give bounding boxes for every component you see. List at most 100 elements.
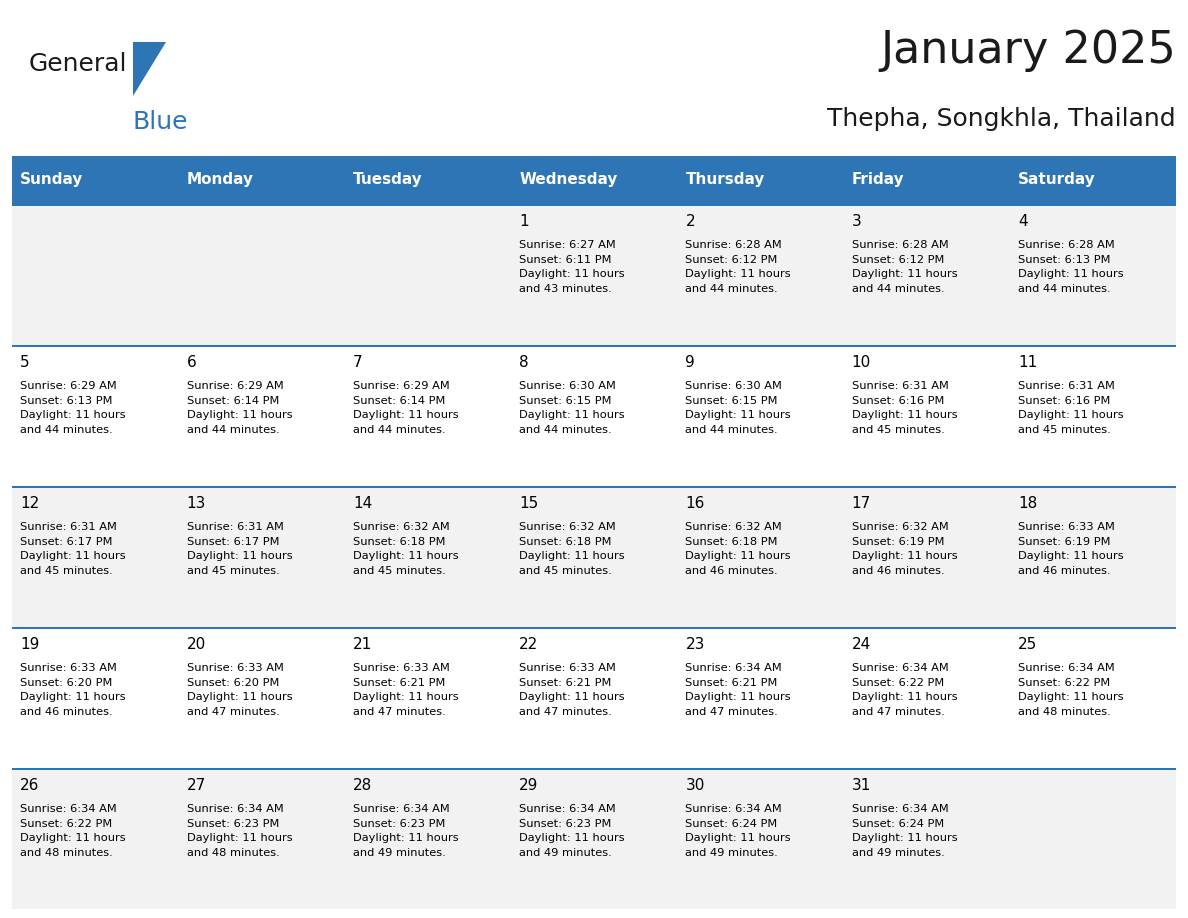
- FancyBboxPatch shape: [345, 767, 511, 770]
- FancyBboxPatch shape: [1010, 204, 1176, 206]
- FancyBboxPatch shape: [178, 486, 345, 627]
- Text: Sunrise: 6:34 AM
Sunset: 6:22 PM
Daylight: 11 hours
and 47 minutes.: Sunrise: 6:34 AM Sunset: 6:22 PM Dayligh…: [852, 664, 958, 717]
- Text: Saturday: Saturday: [1018, 173, 1095, 187]
- FancyBboxPatch shape: [1010, 486, 1176, 627]
- Text: Sunrise: 6:34 AM
Sunset: 6:24 PM
Daylight: 11 hours
and 49 minutes.: Sunrise: 6:34 AM Sunset: 6:24 PM Dayligh…: [852, 804, 958, 857]
- Text: Sunrise: 6:33 AM
Sunset: 6:21 PM
Daylight: 11 hours
and 47 minutes.: Sunrise: 6:33 AM Sunset: 6:21 PM Dayligh…: [353, 664, 459, 717]
- Text: 21: 21: [353, 637, 372, 652]
- Text: Sunrise: 6:32 AM
Sunset: 6:18 PM
Daylight: 11 hours
and 45 minutes.: Sunrise: 6:32 AM Sunset: 6:18 PM Dayligh…: [519, 522, 625, 576]
- FancyBboxPatch shape: [345, 767, 511, 909]
- Text: 16: 16: [685, 496, 704, 510]
- FancyBboxPatch shape: [511, 486, 677, 488]
- Text: 23: 23: [685, 637, 704, 652]
- FancyBboxPatch shape: [345, 345, 511, 347]
- FancyBboxPatch shape: [511, 204, 677, 206]
- FancyBboxPatch shape: [12, 345, 178, 486]
- Text: Sunrise: 6:33 AM
Sunset: 6:21 PM
Daylight: 11 hours
and 47 minutes.: Sunrise: 6:33 AM Sunset: 6:21 PM Dayligh…: [519, 664, 625, 717]
- Text: 13: 13: [187, 496, 206, 510]
- FancyBboxPatch shape: [1010, 345, 1176, 486]
- FancyBboxPatch shape: [345, 204, 511, 206]
- Text: Sunrise: 6:34 AM
Sunset: 6:24 PM
Daylight: 11 hours
and 49 minutes.: Sunrise: 6:34 AM Sunset: 6:24 PM Dayligh…: [685, 804, 791, 857]
- Text: Sunrise: 6:34 AM
Sunset: 6:23 PM
Daylight: 11 hours
and 48 minutes.: Sunrise: 6:34 AM Sunset: 6:23 PM Dayligh…: [187, 804, 292, 857]
- Text: Sunrise: 6:33 AM
Sunset: 6:20 PM
Daylight: 11 hours
and 46 minutes.: Sunrise: 6:33 AM Sunset: 6:20 PM Dayligh…: [20, 664, 126, 717]
- FancyBboxPatch shape: [677, 767, 843, 909]
- Text: Sunrise: 6:30 AM
Sunset: 6:15 PM
Daylight: 11 hours
and 44 minutes.: Sunrise: 6:30 AM Sunset: 6:15 PM Dayligh…: [519, 382, 625, 434]
- Text: Thursday: Thursday: [685, 173, 765, 187]
- Text: 24: 24: [852, 637, 871, 652]
- FancyBboxPatch shape: [345, 345, 511, 486]
- FancyBboxPatch shape: [178, 486, 345, 488]
- Text: Sunrise: 6:29 AM
Sunset: 6:14 PM
Daylight: 11 hours
and 44 minutes.: Sunrise: 6:29 AM Sunset: 6:14 PM Dayligh…: [353, 382, 459, 434]
- Text: 8: 8: [519, 354, 529, 370]
- FancyBboxPatch shape: [677, 627, 843, 767]
- Text: 25: 25: [1018, 637, 1037, 652]
- FancyBboxPatch shape: [12, 345, 178, 347]
- Text: January 2025: January 2025: [880, 29, 1176, 73]
- FancyBboxPatch shape: [12, 156, 178, 204]
- FancyBboxPatch shape: [843, 204, 1010, 206]
- FancyBboxPatch shape: [843, 627, 1010, 629]
- Text: Sunrise: 6:32 AM
Sunset: 6:18 PM
Daylight: 11 hours
and 45 minutes.: Sunrise: 6:32 AM Sunset: 6:18 PM Dayligh…: [353, 522, 459, 576]
- Text: Sunrise: 6:33 AM
Sunset: 6:19 PM
Daylight: 11 hours
and 46 minutes.: Sunrise: 6:33 AM Sunset: 6:19 PM Dayligh…: [1018, 522, 1124, 576]
- FancyBboxPatch shape: [511, 486, 677, 627]
- Text: 7: 7: [353, 354, 362, 370]
- FancyBboxPatch shape: [12, 627, 178, 767]
- Text: Sunrise: 6:29 AM
Sunset: 6:14 PM
Daylight: 11 hours
and 44 minutes.: Sunrise: 6:29 AM Sunset: 6:14 PM Dayligh…: [187, 382, 292, 434]
- FancyBboxPatch shape: [843, 767, 1010, 909]
- FancyBboxPatch shape: [677, 627, 843, 629]
- FancyBboxPatch shape: [1010, 204, 1176, 345]
- FancyBboxPatch shape: [345, 486, 511, 488]
- FancyBboxPatch shape: [178, 767, 345, 770]
- Text: 3: 3: [852, 214, 861, 229]
- FancyBboxPatch shape: [843, 204, 1010, 345]
- Text: 10: 10: [852, 354, 871, 370]
- Text: Sunrise: 6:34 AM
Sunset: 6:23 PM
Daylight: 11 hours
and 49 minutes.: Sunrise: 6:34 AM Sunset: 6:23 PM Dayligh…: [519, 804, 625, 857]
- Text: 26: 26: [20, 778, 39, 792]
- FancyBboxPatch shape: [677, 345, 843, 486]
- Text: Sunrise: 6:31 AM
Sunset: 6:17 PM
Daylight: 11 hours
and 45 minutes.: Sunrise: 6:31 AM Sunset: 6:17 PM Dayligh…: [187, 522, 292, 576]
- FancyBboxPatch shape: [511, 345, 677, 486]
- Text: Sunrise: 6:32 AM
Sunset: 6:19 PM
Daylight: 11 hours
and 46 minutes.: Sunrise: 6:32 AM Sunset: 6:19 PM Dayligh…: [852, 522, 958, 576]
- Text: 29: 29: [519, 778, 538, 792]
- FancyBboxPatch shape: [1010, 767, 1176, 909]
- FancyBboxPatch shape: [345, 156, 511, 204]
- FancyBboxPatch shape: [178, 345, 345, 347]
- FancyBboxPatch shape: [677, 486, 843, 627]
- FancyBboxPatch shape: [1010, 627, 1176, 767]
- Text: 14: 14: [353, 496, 372, 510]
- Text: Monday: Monday: [187, 173, 253, 187]
- Text: 27: 27: [187, 778, 206, 792]
- Text: 2: 2: [685, 214, 695, 229]
- Text: 18: 18: [1018, 496, 1037, 510]
- FancyBboxPatch shape: [1010, 345, 1176, 347]
- FancyBboxPatch shape: [511, 156, 677, 204]
- FancyBboxPatch shape: [12, 767, 178, 909]
- Text: 15: 15: [519, 496, 538, 510]
- Text: 9: 9: [685, 354, 695, 370]
- Text: 17: 17: [852, 496, 871, 510]
- FancyBboxPatch shape: [1010, 627, 1176, 629]
- FancyBboxPatch shape: [843, 767, 1010, 770]
- FancyBboxPatch shape: [178, 345, 345, 486]
- Text: Sunrise: 6:31 AM
Sunset: 6:16 PM
Daylight: 11 hours
and 45 minutes.: Sunrise: 6:31 AM Sunset: 6:16 PM Dayligh…: [852, 382, 958, 434]
- FancyBboxPatch shape: [511, 767, 677, 909]
- FancyBboxPatch shape: [677, 204, 843, 206]
- FancyBboxPatch shape: [511, 627, 677, 629]
- Text: Sunrise: 6:33 AM
Sunset: 6:20 PM
Daylight: 11 hours
and 47 minutes.: Sunrise: 6:33 AM Sunset: 6:20 PM Dayligh…: [187, 664, 292, 717]
- FancyBboxPatch shape: [677, 204, 843, 345]
- Text: 1: 1: [519, 214, 529, 229]
- Text: Sunrise: 6:32 AM
Sunset: 6:18 PM
Daylight: 11 hours
and 46 minutes.: Sunrise: 6:32 AM Sunset: 6:18 PM Dayligh…: [685, 522, 791, 576]
- Text: Sunrise: 6:34 AM
Sunset: 6:22 PM
Daylight: 11 hours
and 48 minutes.: Sunrise: 6:34 AM Sunset: 6:22 PM Dayligh…: [20, 804, 126, 857]
- Text: Sunrise: 6:28 AM
Sunset: 6:12 PM
Daylight: 11 hours
and 44 minutes.: Sunrise: 6:28 AM Sunset: 6:12 PM Dayligh…: [852, 241, 958, 294]
- FancyBboxPatch shape: [843, 627, 1010, 767]
- FancyBboxPatch shape: [178, 767, 345, 909]
- FancyBboxPatch shape: [677, 486, 843, 488]
- FancyBboxPatch shape: [12, 204, 178, 345]
- FancyBboxPatch shape: [511, 627, 677, 767]
- Text: Sunrise: 6:34 AM
Sunset: 6:23 PM
Daylight: 11 hours
and 49 minutes.: Sunrise: 6:34 AM Sunset: 6:23 PM Dayligh…: [353, 804, 459, 857]
- Text: 28: 28: [353, 778, 372, 792]
- Text: Sunrise: 6:31 AM
Sunset: 6:16 PM
Daylight: 11 hours
and 45 minutes.: Sunrise: 6:31 AM Sunset: 6:16 PM Dayligh…: [1018, 382, 1124, 434]
- Text: Sunrise: 6:31 AM
Sunset: 6:17 PM
Daylight: 11 hours
and 45 minutes.: Sunrise: 6:31 AM Sunset: 6:17 PM Dayligh…: [20, 522, 126, 576]
- Text: 6: 6: [187, 354, 196, 370]
- Text: 12: 12: [20, 496, 39, 510]
